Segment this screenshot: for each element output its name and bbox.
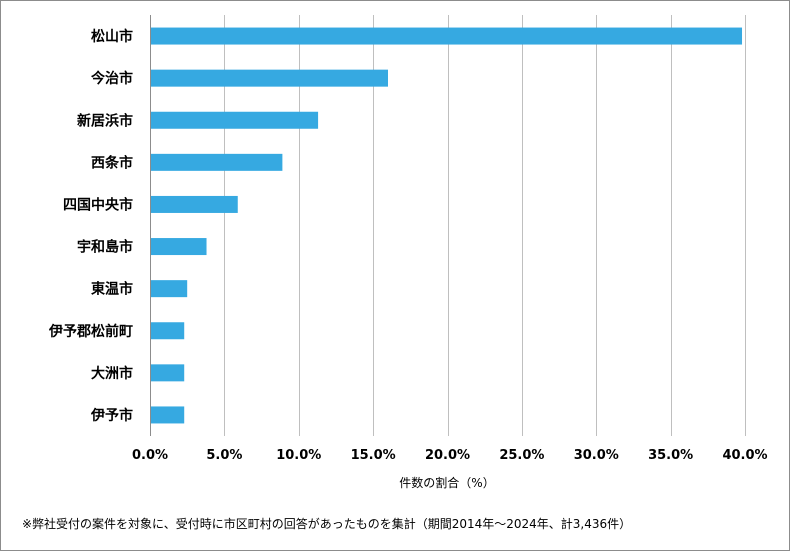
x-tick-label: 15.0%	[351, 448, 396, 463]
category-label: 大洲市	[91, 365, 133, 382]
category-label: 四国中央市	[63, 196, 133, 213]
bar	[151, 364, 185, 382]
x-tick-label: 35.0%	[648, 448, 693, 463]
category-label: 伊予市	[90, 407, 133, 424]
category-label: 伊予郡松前町	[48, 323, 133, 340]
bar	[151, 27, 743, 45]
bar	[151, 280, 188, 298]
x-axis-title: 件数の割合（%）	[399, 475, 494, 490]
category-label: 今治市	[90, 70, 133, 87]
x-tick-label: 10.0%	[276, 448, 321, 463]
x-tick-label: 0.0%	[132, 448, 168, 463]
bar	[151, 195, 238, 213]
bar	[151, 238, 207, 256]
category-label: 新居浜市	[77, 112, 133, 129]
bars	[151, 27, 743, 424]
x-tick-label: 40.0%	[722, 448, 767, 463]
category-label: 西条市	[91, 154, 133, 171]
x-tick-labels: 0.0% 5.0% 10.0% 15.0% 20.0% 25.0% 30.0% 35.0% 40…	[132, 448, 768, 463]
bar	[151, 111, 319, 129]
x-tick-label: 25.0%	[499, 448, 544, 463]
x-tick-label: 30.0%	[574, 448, 619, 463]
category-label: 宇和島市	[77, 239, 133, 256]
footnote: ※弊社受付の案件を対象に、受付時に市区町村の回答があったものを集計（期間2014…	[22, 517, 632, 531]
category-label: 東温市	[91, 281, 133, 298]
x-tick-label: 5.0%	[206, 448, 242, 463]
bar	[151, 322, 185, 340]
bar	[151, 69, 388, 87]
bar	[151, 406, 185, 424]
bar	[151, 153, 283, 171]
x-tick-label: 20.0%	[425, 448, 470, 463]
category-label: 松山市	[91, 28, 133, 45]
